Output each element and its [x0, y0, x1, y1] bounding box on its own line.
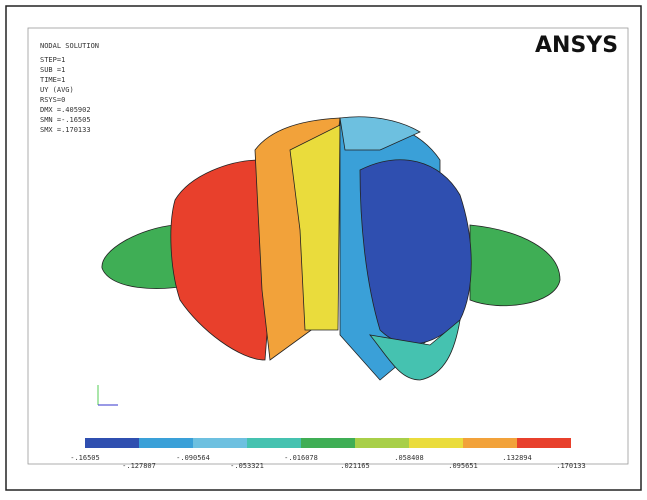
info-line: UY (AVG) [40, 86, 74, 94]
info-line: SMN =-.16505 [40, 116, 91, 124]
legend-swatch [247, 438, 301, 448]
legend-label: .132894 [502, 454, 532, 462]
legend-swatch [139, 438, 193, 448]
legend-swatch [409, 438, 463, 448]
legend-label: .058408 [394, 454, 424, 462]
legend-label: -.016078 [284, 454, 318, 462]
legend-label: -.127807 [122, 462, 156, 470]
info-line: RSYS=0 [40, 96, 65, 104]
info-line: SMX =.170133 [40, 126, 91, 134]
info-line: SUB =1 [40, 66, 65, 74]
legend-label: -.053321 [230, 462, 264, 470]
legend-swatch [193, 438, 247, 448]
info-line: TIME=1 [40, 76, 65, 84]
legend-swatch [301, 438, 355, 448]
title: NODAL SOLUTION [40, 42, 99, 50]
info-line: DMX =.405902 [40, 106, 91, 114]
legend-label: .095651 [448, 462, 478, 470]
screenshot: NODAL SOLUTION ANSYS STEP=1 SUB =1 TIME=1 U… [0, 0, 647, 496]
logo: ANSYS [535, 33, 618, 58]
legend-swatch [463, 438, 517, 448]
legend-label: .170133 [556, 462, 586, 470]
legend-label: .021165 [340, 462, 370, 470]
legend-swatch [355, 438, 409, 448]
legend-swatch [85, 438, 139, 448]
legend-label: -.090564 [176, 454, 210, 462]
info-line: STEP=1 [40, 56, 65, 64]
legend-bar [85, 438, 571, 448]
legend-swatch [517, 438, 571, 448]
legend-label: -.16505 [70, 454, 100, 462]
